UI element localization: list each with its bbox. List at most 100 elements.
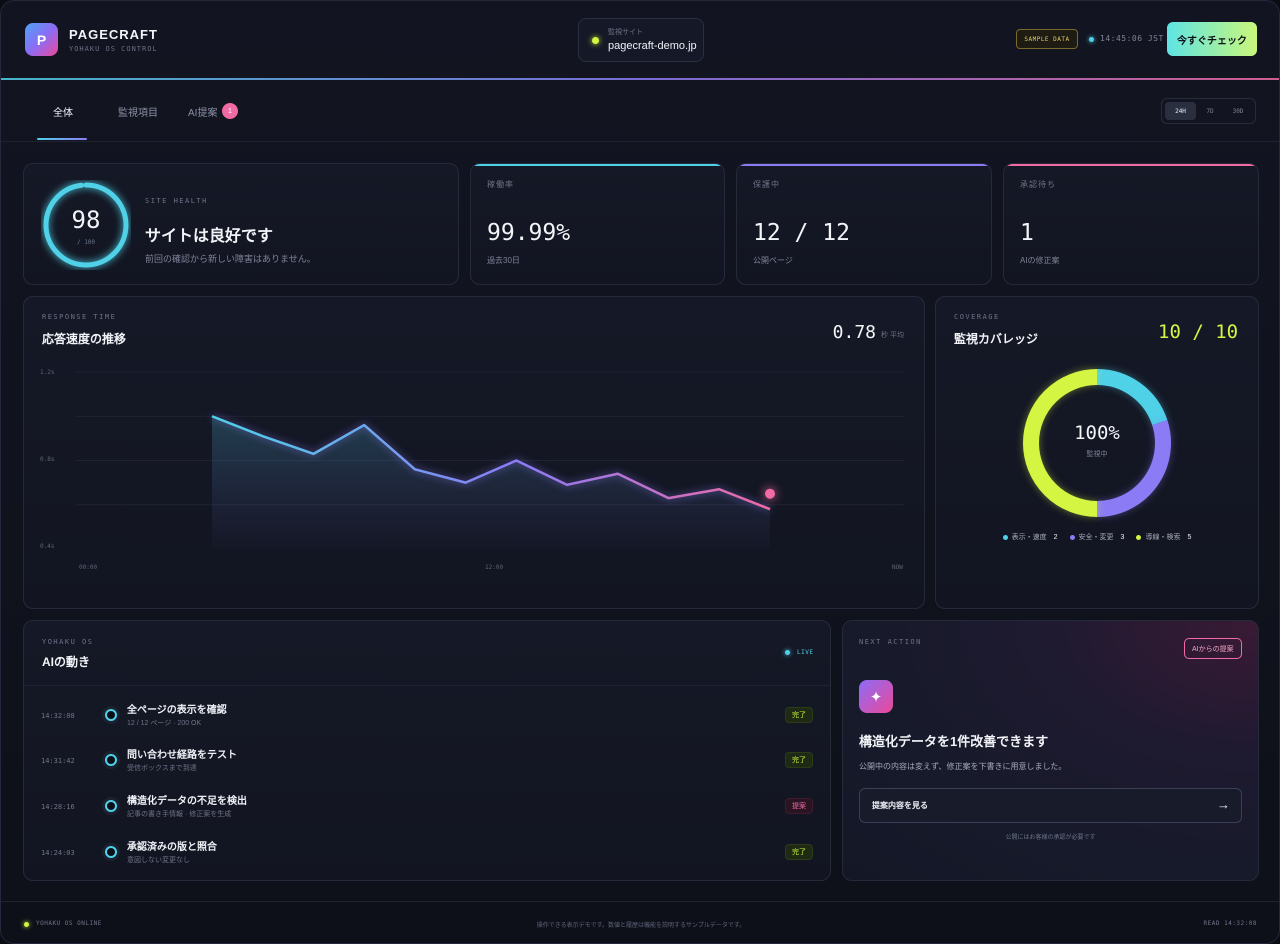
activity-status-icon	[105, 846, 117, 858]
online-status-dot	[24, 922, 29, 927]
activity-row[interactable]: 14:32:08 全ページの表示を確認 12 / 12 ページ · 200 OK…	[24, 701, 830, 747]
y-tick-label: 0.4s	[40, 543, 55, 550]
legend-label: 安全・変更	[1078, 534, 1114, 541]
card-accent	[471, 164, 724, 166]
status-badge: 提案	[785, 798, 813, 814]
pending-approval-card: 承認待ち 1 AIの修正案	[1003, 163, 1259, 285]
site-selector[interactable]: 監視サイト pagecraft-demo.jp	[578, 18, 704, 62]
coverage-value: 10 / 10	[1158, 321, 1239, 343]
range-30d-button[interactable]: 30D	[1232, 107, 1244, 115]
site-label: 監視サイト	[608, 29, 643, 36]
x-tick-label: NOW	[892, 564, 903, 571]
next-action-card: NEXT ACTION AIからの提案 ✦ 構造化データを1件改善できます 公開…	[842, 620, 1259, 881]
next-action-title: 構造化データを1件改善できます	[859, 734, 1049, 749]
arrow-right-icon: →	[1217, 797, 1230, 812]
activity-status-icon	[105, 800, 117, 812]
activity-time: 14:32:08	[41, 712, 75, 720]
site-domain: pagecraft-demo.jp	[608, 40, 697, 52]
average-value: 0.78	[832, 322, 876, 343]
active-tab-indicator	[37, 138, 87, 140]
latest-point-marker	[765, 488, 775, 499]
activity-row[interactable]: 14:28:16 構造化データの不足を検出 記事の書き手情報 · 修正案を生成 …	[24, 792, 830, 838]
activity-time: 14:24:03	[41, 849, 75, 857]
stat-value: 12 / 12	[753, 220, 850, 246]
site-health-card: 98 / 100 SITE HEALTH サイトは良好です 前回の確認から新しい…	[23, 163, 459, 285]
card-accent	[737, 164, 991, 166]
coverage-card: COVERAGE 監視カバレッジ 10 / 10 100% 監視中 表示・速度 …	[935, 296, 1259, 609]
live-indicator-dot	[785, 650, 790, 655]
activity-title: 全ページの表示を確認	[127, 705, 227, 716]
next-action-eyebrow: NEXT ACTION	[859, 638, 922, 646]
activity-title: 承認済みの版と照合	[127, 842, 217, 853]
clock-status-dot	[1089, 37, 1094, 42]
activity-subtitle: 意図しない変更なし	[127, 857, 190, 864]
ai-activity-card: YOHAKU OS AIの動き LIVE 14:32:08 全ページの表示を確認…	[23, 620, 831, 881]
stat-value: 1	[1020, 220, 1034, 246]
response-line	[211, 415, 771, 511]
tab-ai-proposals[interactable]: AI提案	[188, 108, 218, 119]
ai-proposals-count-badge: 1	[222, 103, 238, 119]
sample-data-badge: SAMPLE DATA	[1016, 29, 1078, 49]
time-range-selector: 24H 7D 30D	[1161, 98, 1256, 124]
activity-subtitle: 記事の書き手情報 · 修正案を生成	[127, 811, 232, 818]
donut-segment	[1096, 420, 1171, 517]
response-area	[212, 416, 770, 549]
legend-count: 2	[1053, 533, 1058, 541]
health-score-max: / 100	[76, 239, 96, 246]
donut-center-label: 監視中	[1086, 451, 1108, 458]
stat-label: 稼働率	[487, 180, 514, 189]
card-accent	[1004, 164, 1258, 166]
approval-note: 公開にはお客様の承認が必要です	[1005, 835, 1096, 841]
response-title: 応答速度の推移	[42, 332, 127, 346]
donut-segment	[1023, 369, 1098, 517]
status-badge: 完了	[785, 752, 813, 768]
donut-segment	[1096, 369, 1168, 426]
legend-item: 表示・速度 2	[1002, 532, 1058, 542]
live-label: LIVE	[797, 649, 814, 656]
ai-suggestion-tag: AIからの提案	[1184, 638, 1242, 659]
stat-subtitle: 過去30日	[487, 256, 520, 265]
online-status: YOHAKU OS ONLINE	[36, 920, 102, 927]
legend-dot	[1136, 534, 1142, 540]
activity-row[interactable]: 14:24:03 承認済みの版と照合 意図しない変更なし 完了	[24, 838, 830, 880]
x-tick-label: 12:00	[485, 564, 504, 571]
legend-count: 3	[1120, 533, 1125, 541]
coverage-eyebrow: COVERAGE	[954, 313, 1000, 321]
range-24h-button[interactable]: 24H	[1165, 102, 1196, 120]
activity-time: 14:28:16	[41, 803, 75, 811]
stat-subtitle: AIの修正案	[1020, 256, 1060, 265]
status-badge: 完了	[785, 707, 813, 723]
coverage-donut	[1023, 369, 1171, 517]
sparkle-icon: ✦	[859, 680, 893, 713]
range-7d-button[interactable]: 7D	[1206, 107, 1214, 115]
donut-center-value: 100%	[1074, 422, 1120, 444]
footer: YOHAKU OS ONLINE 操作できる表示デモです。数値と履歴は機能を説明…	[1, 901, 1279, 943]
stat-value: 99.99%	[487, 220, 571, 246]
status-badge: 完了	[785, 844, 813, 860]
clock: 14:45:06 JST	[1100, 34, 1164, 43]
coverage-legend: 表示・速度 2 安全・変更 3 導線・検索 5	[936, 532, 1258, 542]
health-score: 98	[71, 206, 101, 234]
stat-subtitle: 公開ページ	[753, 256, 793, 265]
protected-pages-card: 保護中 12 / 12 公開ページ	[736, 163, 992, 285]
tab-monitors[interactable]: 監視項目	[118, 108, 158, 119]
legend-count: 5	[1187, 533, 1192, 541]
uptime-card: 稼働率 99.99% 過去30日	[470, 163, 725, 285]
footer-disclaimer: 操作できる表示デモです。数値と履歴は機能を説明するサンプルデータです。	[536, 923, 746, 929]
view-proposal-button[interactable]: 提案内容を見る →	[859, 788, 1242, 823]
stat-label: 保護中	[753, 180, 780, 189]
divider	[24, 685, 830, 686]
activity-subtitle: 受信ボックスまで到達	[127, 765, 197, 772]
check-now-button[interactable]: 今すぐチェック	[1167, 22, 1257, 56]
brand-name: PAGECRAFT	[69, 27, 158, 42]
y-tick-label: 0.8s	[40, 456, 55, 463]
health-title: サイトは良好です	[145, 228, 274, 245]
tab-overview[interactable]: 全体	[53, 108, 73, 119]
brand-subtitle: YOHAKU OS CONTROL	[69, 45, 158, 53]
legend-label: 表示・速度	[1011, 534, 1047, 541]
site-status-dot	[592, 37, 599, 44]
x-tick-label: 00:00	[79, 564, 98, 571]
legend-dot	[1002, 534, 1008, 540]
activity-row[interactable]: 14:31:42 問い合わせ経路をテスト 受信ボックスまで到達 完了	[24, 746, 830, 792]
